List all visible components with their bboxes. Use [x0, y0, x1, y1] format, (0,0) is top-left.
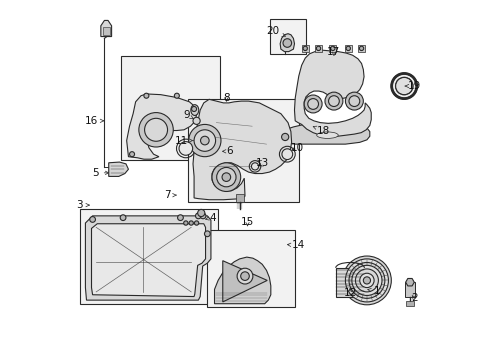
Text: 4: 4: [206, 213, 216, 222]
Circle shape: [346, 46, 350, 50]
Bar: [302, 45, 309, 51]
Ellipse shape: [191, 105, 199, 116]
Circle shape: [184, 221, 188, 225]
Circle shape: [189, 221, 194, 225]
Circle shape: [308, 99, 319, 109]
Circle shape: [237, 268, 253, 284]
Text: 13: 13: [256, 158, 269, 168]
Circle shape: [251, 163, 259, 170]
Text: 20: 20: [267, 26, 286, 36]
Circle shape: [283, 39, 292, 47]
Circle shape: [241, 272, 249, 280]
Circle shape: [355, 269, 378, 292]
Circle shape: [212, 163, 241, 192]
Circle shape: [331, 46, 335, 50]
Circle shape: [195, 221, 199, 225]
Bar: [188, 99, 299, 202]
Text: 12: 12: [343, 288, 357, 298]
Text: 15: 15: [241, 217, 254, 227]
Ellipse shape: [317, 132, 338, 138]
Bar: [270, 19, 306, 54]
Text: 8: 8: [223, 93, 230, 103]
Text: 6: 6: [222, 146, 233, 156]
Circle shape: [364, 277, 370, 284]
Bar: [102, 27, 110, 36]
Circle shape: [217, 167, 236, 187]
Polygon shape: [126, 94, 196, 159]
Text: 2: 2: [411, 293, 417, 303]
Circle shape: [345, 92, 364, 110]
Text: 3: 3: [76, 200, 89, 210]
Circle shape: [90, 217, 96, 222]
Text: 11: 11: [174, 136, 193, 145]
Polygon shape: [223, 261, 267, 302]
Circle shape: [352, 265, 382, 296]
Circle shape: [343, 256, 392, 305]
Circle shape: [139, 113, 173, 147]
Polygon shape: [101, 21, 112, 37]
Polygon shape: [406, 279, 414, 286]
Text: 19: 19: [405, 81, 421, 91]
Bar: [236, 194, 244, 202]
Text: 16: 16: [85, 116, 104, 126]
Circle shape: [204, 231, 210, 237]
Circle shape: [179, 141, 193, 155]
Circle shape: [193, 117, 200, 125]
Circle shape: [349, 262, 385, 298]
Circle shape: [282, 149, 293, 159]
Polygon shape: [109, 162, 128, 176]
Bar: [336, 268, 365, 297]
Text: 7: 7: [164, 190, 176, 201]
Polygon shape: [215, 257, 271, 304]
Circle shape: [282, 134, 289, 140]
Circle shape: [317, 46, 320, 50]
Circle shape: [359, 46, 364, 50]
Bar: [329, 45, 337, 51]
Circle shape: [145, 118, 168, 141]
Circle shape: [222, 173, 231, 181]
Circle shape: [196, 213, 201, 219]
Polygon shape: [294, 50, 371, 136]
Text: 18: 18: [313, 126, 330, 135]
Text: 5: 5: [92, 168, 109, 178]
Polygon shape: [193, 99, 292, 200]
Circle shape: [200, 136, 209, 145]
Circle shape: [189, 125, 221, 157]
Bar: [405, 282, 415, 297]
Text: 14: 14: [288, 240, 305, 250]
Circle shape: [194, 130, 216, 151]
Bar: [406, 301, 414, 306]
Circle shape: [144, 93, 149, 98]
Circle shape: [303, 46, 307, 50]
Polygon shape: [92, 224, 205, 297]
Circle shape: [345, 259, 389, 302]
Ellipse shape: [392, 73, 417, 99]
Bar: [207, 230, 295, 307]
Text: 10: 10: [291, 143, 304, 153]
Circle shape: [120, 215, 126, 221]
Circle shape: [174, 93, 179, 98]
Bar: [122, 56, 220, 160]
Circle shape: [197, 210, 205, 217]
Circle shape: [200, 213, 206, 219]
Text: 1: 1: [368, 286, 381, 296]
Bar: [344, 45, 352, 51]
Circle shape: [304, 95, 322, 113]
Polygon shape: [279, 123, 370, 144]
Polygon shape: [85, 216, 211, 300]
Bar: [315, 45, 322, 51]
Circle shape: [177, 215, 183, 221]
Circle shape: [329, 96, 339, 107]
Text: 9: 9: [184, 111, 194, 121]
Polygon shape: [280, 34, 294, 51]
Circle shape: [325, 92, 343, 110]
Circle shape: [360, 273, 374, 288]
Circle shape: [349, 96, 360, 107]
Bar: [358, 45, 365, 51]
Circle shape: [129, 152, 135, 157]
Bar: [80, 209, 218, 304]
Text: 17: 17: [327, 46, 341, 57]
Circle shape: [192, 107, 196, 112]
Circle shape: [395, 77, 413, 95]
